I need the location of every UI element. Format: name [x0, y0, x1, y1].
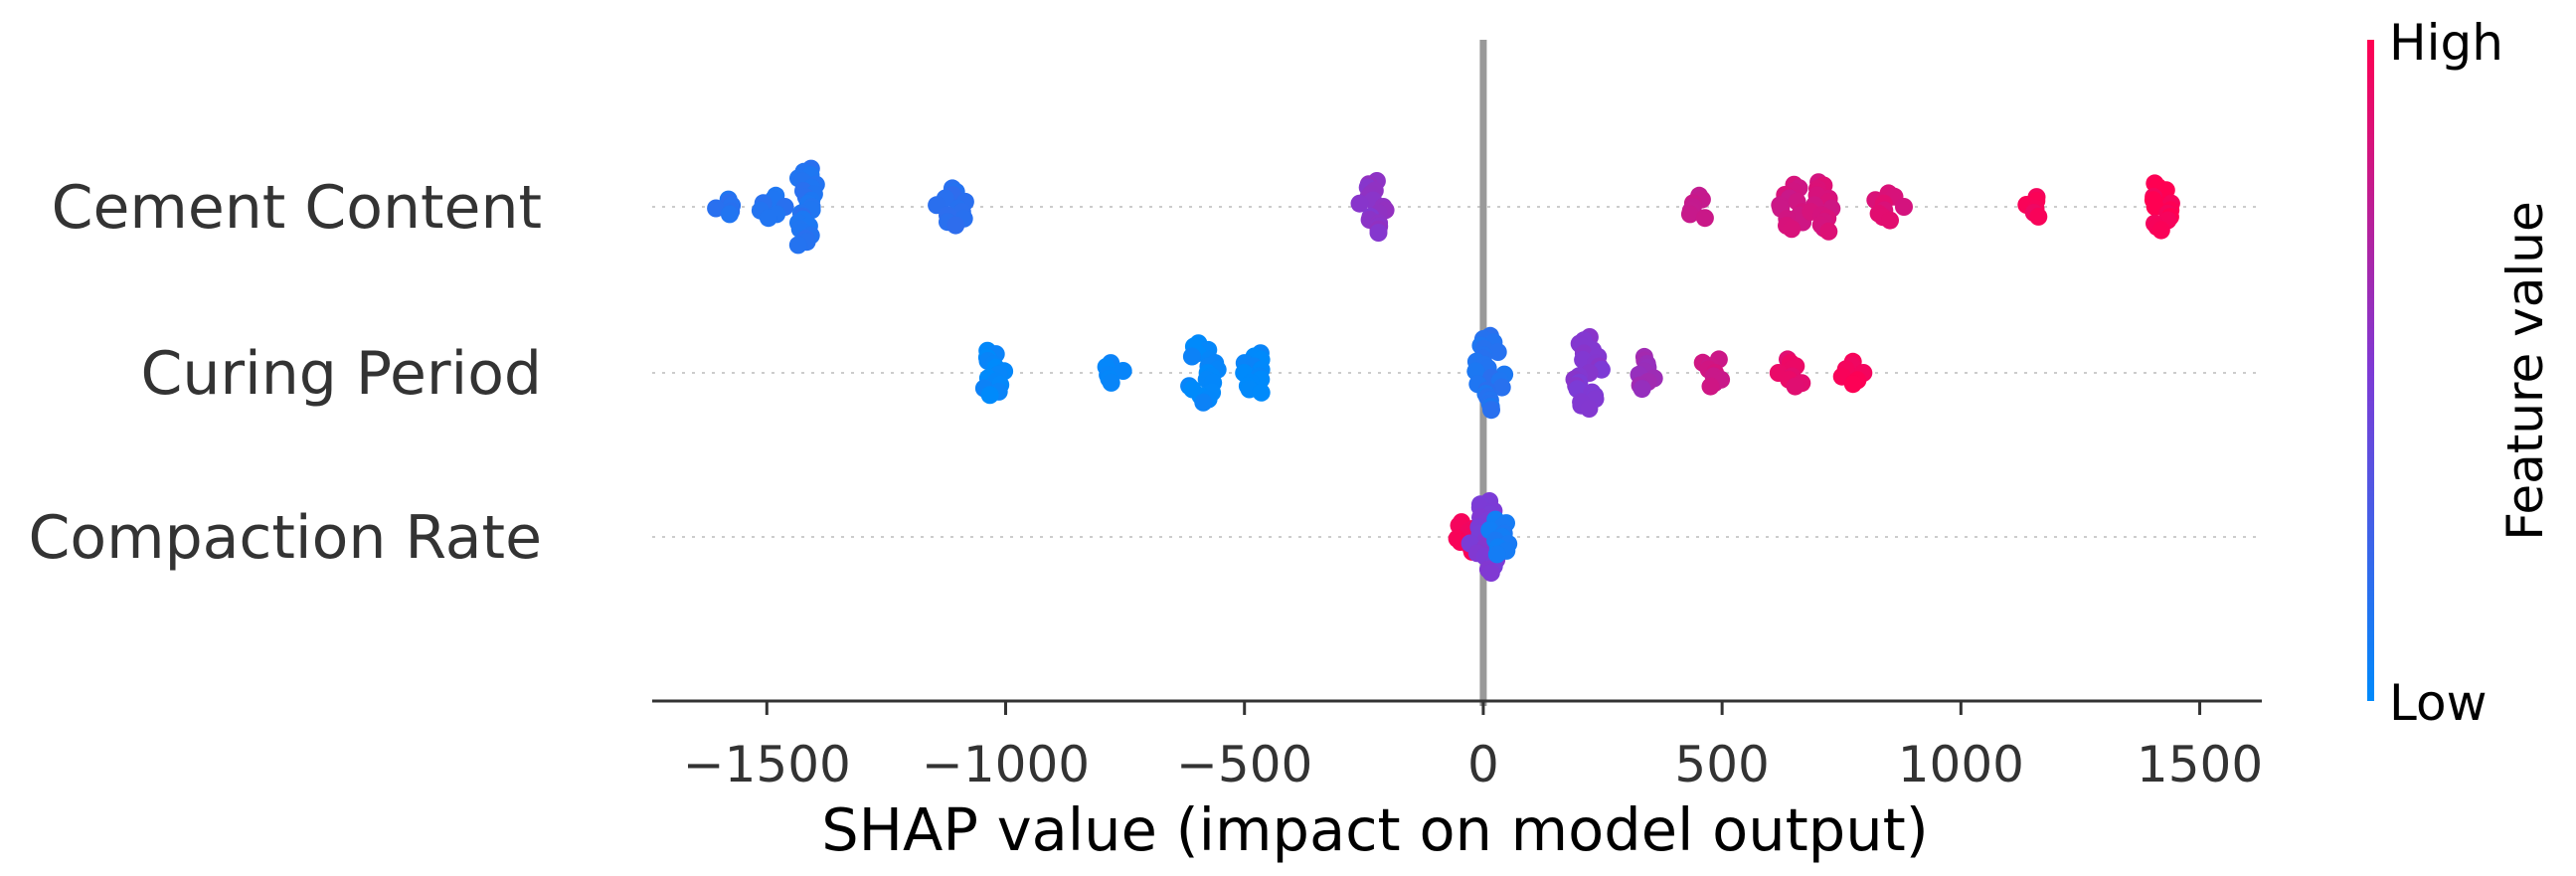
shap-point: [2151, 221, 2170, 240]
shap-point: [980, 386, 999, 405]
shap-point: [1783, 220, 1802, 239]
shap-point: [707, 199, 726, 218]
feature-label: Curing Period: [140, 339, 542, 409]
shap-point: [1488, 343, 1507, 361]
shap-point: [788, 236, 807, 255]
shap-point: [1481, 564, 1500, 582]
shap-point: [1701, 377, 1720, 396]
shap-point: [759, 209, 777, 228]
colorbar-gradient: [2367, 40, 2374, 701]
shap-point: [946, 216, 965, 235]
x-axis-title: SHAP value (impact on model output): [821, 795, 1929, 864]
shap-point: [1369, 224, 1388, 242]
colorbar-low-label: Low: [2389, 674, 2487, 732]
shap-point: [1114, 362, 1132, 380]
x-tick-label: 0: [1467, 736, 1499, 793]
feature-label: Cement Content: [52, 173, 542, 243]
shap-point: [1492, 378, 1511, 397]
colorbar: High Low Feature value: [2367, 14, 2554, 732]
x-tick-label: −1500: [683, 736, 851, 793]
shap-point: [1487, 545, 1506, 564]
colorbar-title: Feature value: [2496, 201, 2554, 540]
x-axis: −1500 −1000 −500 0 500 1000 1500: [652, 699, 2263, 793]
shap-point: [1182, 347, 1201, 366]
shap-point: [1819, 222, 1838, 241]
x-tick-label: −500: [1176, 736, 1312, 793]
feature-label: Compaction Rate: [29, 503, 542, 573]
shap-point: [1482, 401, 1500, 420]
shap-point: [1194, 393, 1213, 412]
shap-point: [1632, 380, 1651, 399]
shap-point: [1695, 209, 1714, 228]
shap-point: [1786, 377, 1804, 396]
feature-row-lines: [652, 206, 2262, 538]
feature-labels: Cement Content Curing Period Compaction Ra…: [29, 173, 542, 573]
x-tick-label: 1000: [1898, 736, 2024, 793]
beeswarm-points: [707, 159, 2180, 582]
x-tick-label: 1500: [2137, 736, 2263, 793]
shap-point: [720, 205, 739, 224]
shap-point: [1895, 198, 1913, 216]
shap-point: [1843, 375, 1862, 394]
shap-point: [1102, 373, 1120, 392]
x-tick-label: −1000: [922, 736, 1090, 793]
shap-point: [1350, 194, 1369, 213]
x-tick-label: 500: [1674, 736, 1769, 793]
colorbar-high-label: High: [2389, 14, 2503, 72]
shap-point: [1580, 400, 1599, 418]
shap-point: [1680, 205, 1699, 224]
shap-point: [1252, 383, 1271, 402]
x-axis-ticks: −1500 −1000 −500 0 500 1000 1500: [683, 701, 2263, 793]
shap-point: [1881, 211, 1899, 230]
shap-point: [2029, 207, 2048, 226]
